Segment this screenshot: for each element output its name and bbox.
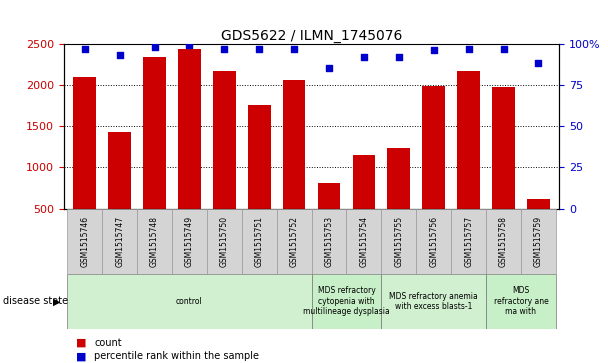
Bar xyxy=(102,209,137,274)
Bar xyxy=(521,209,556,274)
Bar xyxy=(347,209,381,274)
Text: GSM1515751: GSM1515751 xyxy=(255,216,264,267)
Bar xyxy=(178,49,201,250)
Text: MDS
refractory ane
ma with: MDS refractory ane ma with xyxy=(494,286,548,316)
Bar xyxy=(457,71,480,250)
Bar xyxy=(486,274,556,329)
Bar xyxy=(381,209,416,274)
Text: GSM1515757: GSM1515757 xyxy=(464,216,473,267)
Point xyxy=(429,47,438,53)
Bar xyxy=(451,209,486,274)
Bar xyxy=(486,209,521,274)
Bar xyxy=(527,199,550,250)
Text: ■: ■ xyxy=(76,338,86,348)
Text: percentile rank within the sample: percentile rank within the sample xyxy=(94,351,259,362)
Text: GSM1515756: GSM1515756 xyxy=(429,216,438,267)
Point xyxy=(359,54,369,60)
Text: control: control xyxy=(176,297,203,306)
Bar xyxy=(277,209,311,274)
Bar xyxy=(381,274,486,329)
Text: GSM1515755: GSM1515755 xyxy=(395,216,403,267)
Point xyxy=(324,65,334,71)
Bar xyxy=(74,77,96,250)
Bar xyxy=(172,209,207,274)
Bar xyxy=(242,209,277,274)
Bar xyxy=(492,86,515,250)
Bar xyxy=(423,86,445,250)
Text: disease state: disease state xyxy=(3,296,68,306)
Bar xyxy=(248,106,271,250)
Text: GSM1515749: GSM1515749 xyxy=(185,216,194,267)
Point xyxy=(115,52,125,58)
Bar xyxy=(416,209,451,274)
Text: GSM1515753: GSM1515753 xyxy=(325,216,334,267)
Text: GSM1515750: GSM1515750 xyxy=(220,216,229,267)
Bar xyxy=(353,155,375,250)
Point xyxy=(185,42,195,48)
Bar xyxy=(283,80,305,250)
Bar xyxy=(213,71,236,250)
Text: GSM1515747: GSM1515747 xyxy=(115,216,124,267)
Point xyxy=(394,54,404,60)
Bar xyxy=(387,148,410,250)
Text: GSM1515748: GSM1515748 xyxy=(150,216,159,267)
Bar xyxy=(318,183,340,250)
Text: GSM1515759: GSM1515759 xyxy=(534,216,543,267)
Bar xyxy=(311,274,381,329)
Text: ▶: ▶ xyxy=(53,296,60,306)
Text: GSM1515754: GSM1515754 xyxy=(359,216,368,267)
Text: MDS refractory anemia
with excess blasts-1: MDS refractory anemia with excess blasts… xyxy=(389,291,478,311)
Point xyxy=(219,46,229,52)
Point xyxy=(80,46,89,52)
Text: MDS refractory
cytopenia with
multilineage dysplasia: MDS refractory cytopenia with multilinea… xyxy=(303,286,390,316)
Bar xyxy=(143,57,166,250)
Point xyxy=(254,46,264,52)
Text: GSM1515752: GSM1515752 xyxy=(289,216,299,267)
Point xyxy=(150,44,159,50)
Point xyxy=(534,61,544,66)
Bar xyxy=(67,274,311,329)
Bar xyxy=(137,209,172,274)
Title: GDS5622 / ILMN_1745076: GDS5622 / ILMN_1745076 xyxy=(221,29,402,42)
Point xyxy=(464,46,474,52)
Point xyxy=(289,46,299,52)
Bar xyxy=(311,209,347,274)
Text: count: count xyxy=(94,338,122,348)
Text: GSM1515746: GSM1515746 xyxy=(80,216,89,267)
Bar xyxy=(108,132,131,250)
Text: ■: ■ xyxy=(76,351,86,362)
Bar xyxy=(207,209,242,274)
Bar xyxy=(67,209,102,274)
Point xyxy=(499,46,508,52)
Text: GSM1515758: GSM1515758 xyxy=(499,216,508,267)
